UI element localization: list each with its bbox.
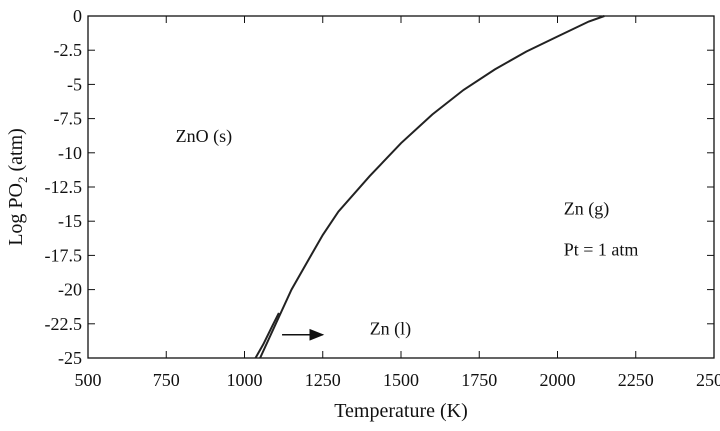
y-tick-label: -15 [58,211,82,231]
annotation-1: ZnO (s) [176,126,233,147]
y-tick-label: -5 [67,74,82,94]
y-tick-label: 0 [73,6,82,26]
annotation-4: Zn (l) [370,319,411,340]
y-tick-label: -2.5 [54,40,83,60]
y-tick-label: -7.5 [54,109,83,129]
annotation-2: Zn (g) [564,198,609,219]
x-axis-title: Temperature (K) [334,400,468,422]
x-tick-label: 500 [75,370,102,390]
annotation-3: Pt = 1 atm [564,239,639,259]
x-tick-label: 1750 [461,370,497,390]
plot-frame [87,15,715,359]
x-tick-label: 1250 [305,370,341,390]
y-tick-label: -17.5 [45,245,83,265]
y-tick-label: -22.5 [45,314,83,334]
x-tick-label: 750 [153,370,180,390]
x-tick-label: 1500 [383,370,419,390]
x-tick-label: 2250 [618,370,654,390]
x-tick-label: 1000 [227,370,263,390]
x-tick-label: 2000 [540,370,576,390]
y-tick-label: -10 [58,143,82,163]
y-tick-label: -20 [58,280,82,300]
series-line-2 [254,312,280,359]
y-tick-label: -25 [58,348,82,368]
series-line-1 [259,15,605,359]
y-axis-title: Log PO2 (atm) [5,128,30,246]
y-tick-label: -12.5 [45,177,83,197]
